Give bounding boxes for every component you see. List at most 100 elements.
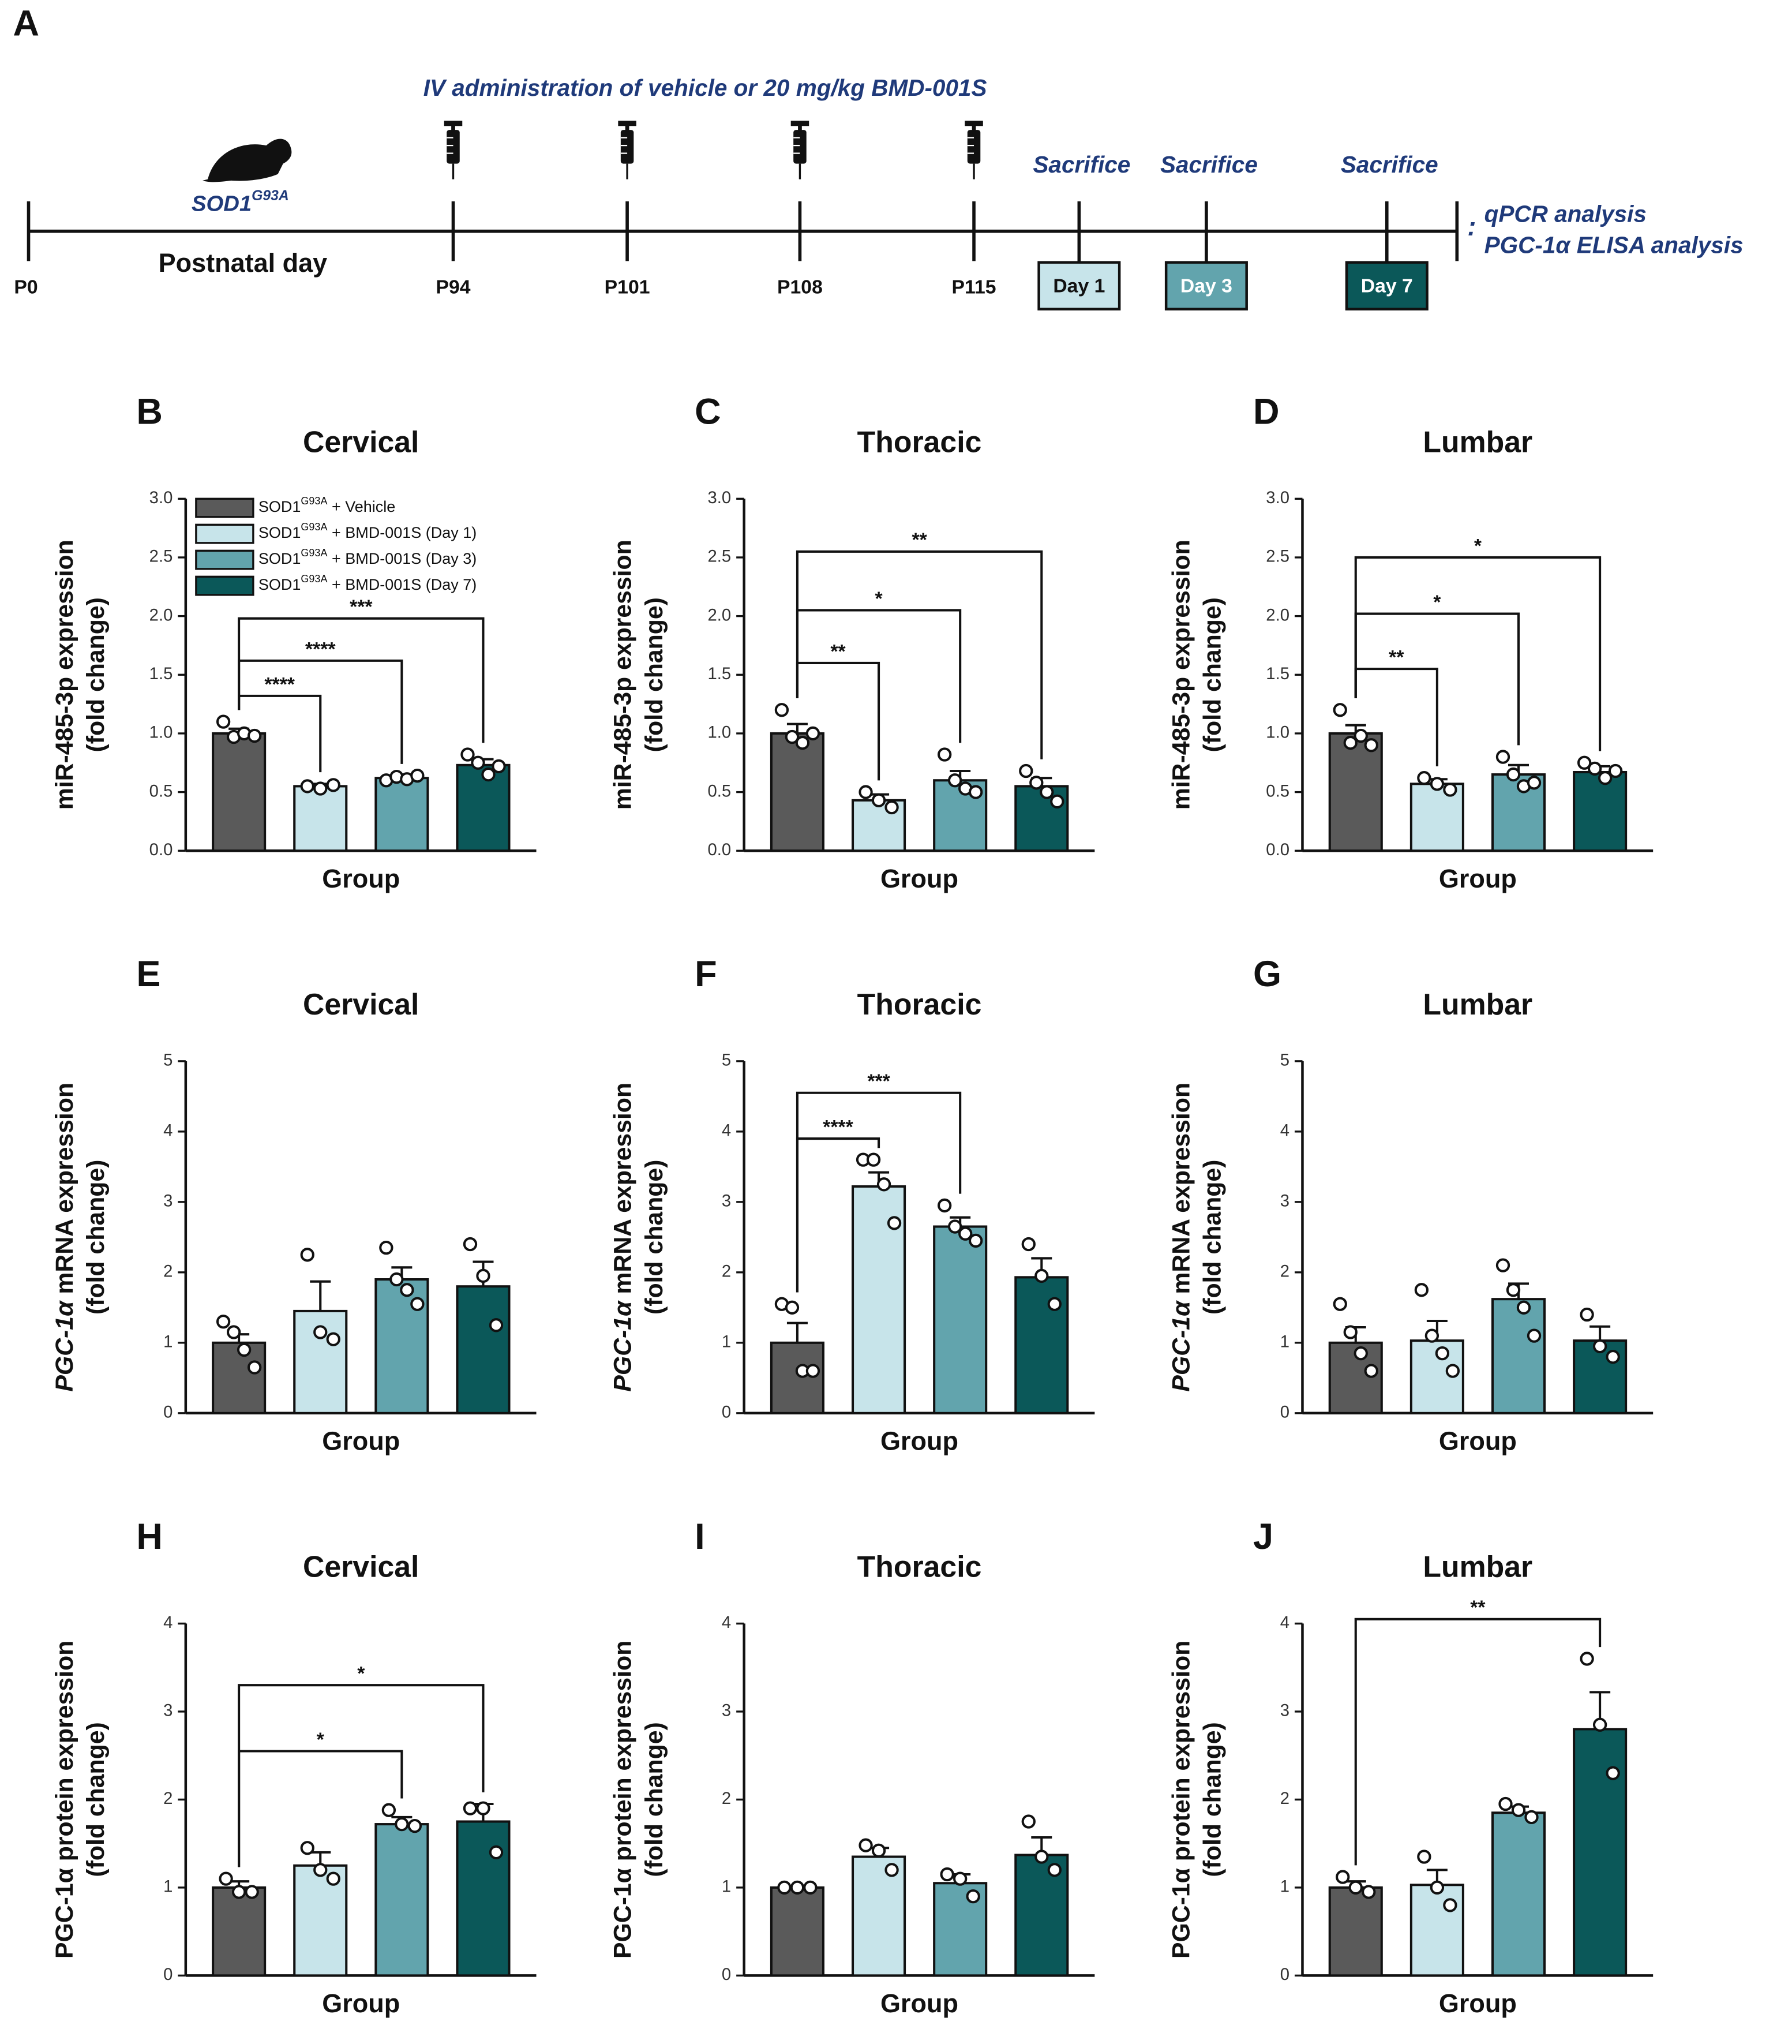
data-point bbox=[1445, 1364, 1460, 1378]
data-point bbox=[313, 1325, 328, 1339]
data-point bbox=[969, 1233, 983, 1248]
legend-sup: G93A bbox=[301, 547, 327, 559]
data-point bbox=[1606, 1766, 1620, 1780]
bar bbox=[1409, 1884, 1464, 1977]
data-point bbox=[407, 1818, 422, 1833]
y-tick-label: 0.0 bbox=[1266, 841, 1289, 859]
day-box bbox=[1037, 261, 1121, 310]
data-point bbox=[489, 1845, 504, 1860]
sacrifice-label: Sacrifice bbox=[1341, 151, 1438, 178]
data-point bbox=[1608, 763, 1623, 778]
legend-label: SOD1G93A + Vehicle bbox=[258, 495, 395, 516]
y-tick-label: 1 bbox=[1280, 1878, 1289, 1896]
y-axis-title-part: PGC-1α bbox=[609, 1300, 637, 1392]
data-point bbox=[237, 1342, 252, 1357]
y-tick-label: 3.0 bbox=[707, 489, 731, 507]
sacrifice-label: Sacrifice bbox=[1160, 151, 1258, 178]
bar bbox=[1328, 1886, 1383, 1977]
bar bbox=[770, 1886, 824, 1977]
panel-letter: H bbox=[136, 1517, 163, 1557]
bar bbox=[1491, 1811, 1546, 1977]
panel-letter: A bbox=[13, 3, 40, 44]
analysis-label: PGC-1α ELISA analysis bbox=[1484, 231, 1744, 258]
data-point bbox=[219, 1871, 233, 1886]
data-point bbox=[245, 1885, 259, 1899]
data-point bbox=[1021, 1814, 1036, 1829]
data-point bbox=[1034, 1850, 1049, 1864]
y-tick-label: 2.5 bbox=[707, 548, 731, 566]
legend-sup: G93A bbox=[301, 573, 327, 585]
data-point bbox=[247, 1360, 262, 1375]
data-point bbox=[1362, 1885, 1376, 1899]
data-point bbox=[858, 1838, 873, 1852]
x-axis-title: Group bbox=[322, 864, 400, 893]
y-axis-title-part: PGC-1α protein expression bbox=[1168, 1641, 1195, 1959]
data-point bbox=[1336, 1870, 1350, 1884]
y-tick-label: 2.0 bbox=[707, 606, 731, 624]
data-point bbox=[871, 1843, 886, 1858]
data-point bbox=[216, 1315, 231, 1329]
significance-bracket bbox=[238, 1684, 485, 1867]
y-tick-label: 3.0 bbox=[149, 489, 173, 507]
data-point bbox=[884, 800, 899, 815]
y-axis-title: PGC-1α mRNA expression bbox=[51, 1083, 78, 1392]
data-point bbox=[1424, 1328, 1439, 1343]
bar bbox=[456, 1820, 511, 1977]
chart-title: Lumbar bbox=[1423, 1550, 1532, 1583]
data-point bbox=[884, 1863, 899, 1877]
data-point bbox=[1511, 1803, 1526, 1817]
x-axis-title: Group bbox=[880, 1426, 958, 1455]
error-bar bbox=[786, 1322, 808, 1343]
data-point bbox=[940, 1867, 954, 1882]
bar bbox=[1014, 1276, 1069, 1414]
data-point bbox=[1430, 1880, 1445, 1895]
day-box bbox=[1164, 261, 1248, 310]
data-point bbox=[1592, 1339, 1607, 1354]
data-point bbox=[1343, 1325, 1358, 1339]
y-tick-label: 2.5 bbox=[149, 548, 173, 566]
significance-bracket bbox=[238, 617, 485, 743]
data-point bbox=[1343, 736, 1358, 750]
y-axis-title: miR-485-3p expression bbox=[51, 540, 78, 810]
y-axis-title-part: mRNA expression bbox=[609, 1083, 637, 1301]
y-tick-label: 1 bbox=[1280, 1333, 1289, 1352]
bar bbox=[1573, 770, 1628, 852]
y-tick-label: 5 bbox=[722, 1051, 731, 1070]
y-tick-label: 2 bbox=[1280, 1263, 1289, 1281]
significance-label: **** bbox=[305, 638, 336, 660]
strain-sup: G93A bbox=[252, 188, 289, 203]
data-point bbox=[226, 1325, 241, 1339]
data-point bbox=[300, 779, 314, 793]
y-tick-label: 0 bbox=[1280, 1966, 1289, 1984]
data-point bbox=[489, 1318, 504, 1332]
data-point bbox=[1495, 1258, 1510, 1272]
y-tick-label: 3.0 bbox=[1266, 489, 1289, 507]
data-point bbox=[460, 747, 475, 762]
data-point bbox=[231, 1885, 246, 1899]
syringe-body bbox=[793, 130, 807, 164]
chart-title: Lumbar bbox=[1423, 987, 1532, 1021]
significance-bracket bbox=[796, 550, 1043, 759]
y-axis-subtitle: (fold change) bbox=[82, 597, 110, 752]
significance-label: ** bbox=[1389, 646, 1404, 668]
y-tick-label: 3 bbox=[722, 1192, 731, 1211]
y-tick-label: 0.5 bbox=[1266, 782, 1289, 800]
error-bar bbox=[786, 722, 808, 733]
y-tick-label: 1.5 bbox=[707, 665, 731, 683]
chart-title: Thoracic bbox=[857, 987, 982, 1021]
legend-rest: + BMD-001S (Day 7) bbox=[327, 576, 477, 593]
data-point bbox=[1417, 771, 1431, 785]
y-tick-label: 0 bbox=[1280, 1403, 1289, 1422]
data-point bbox=[300, 1841, 314, 1855]
y-tick-label: 1 bbox=[722, 1878, 731, 1896]
y-tick-label: 1.0 bbox=[149, 724, 173, 742]
panel-letter: J bbox=[1253, 1517, 1273, 1557]
y-axis-title-part: PGC-1α bbox=[1168, 1300, 1195, 1392]
significance-label: **** bbox=[264, 673, 295, 695]
data-point bbox=[1417, 1850, 1431, 1864]
day-label: P0 bbox=[14, 276, 38, 298]
data-point bbox=[379, 1240, 393, 1255]
data-point bbox=[1040, 785, 1054, 799]
y-tick-label: 3 bbox=[1280, 1702, 1289, 1720]
